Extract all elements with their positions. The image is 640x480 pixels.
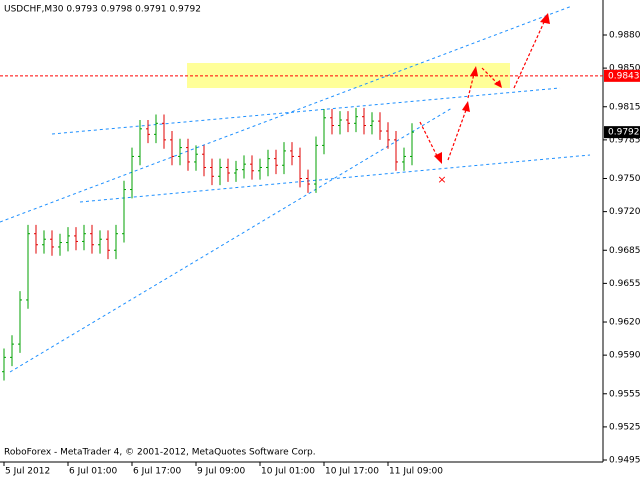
x-tick-label: 10 Jul 17:00	[325, 467, 379, 477]
x-tick-label: 6 Jul 01:00	[69, 467, 118, 477]
x-tick-label: 6 Jul 17:00	[133, 467, 182, 477]
y-tick-label: 0.9750	[609, 174, 640, 184]
y-tick-label: 0.9685	[609, 246, 640, 256]
y-tick-label: 0.9815	[609, 102, 640, 112]
footer: RoboForex - MetaTrader 4, © 2001-2012, M…	[4, 448, 316, 458]
y-tick-label: 0.9495	[609, 456, 640, 466]
trend-line	[9, 107, 453, 373]
trend-line	[79, 154, 591, 203]
forecast-arrow	[467, 73, 475, 99]
y-tick-label: 0.9880	[609, 30, 640, 40]
forecast-arrow	[447, 109, 467, 161]
arrow-heads	[434, 13, 550, 164]
cross-mark: ×	[437, 173, 446, 186]
y-tick-label: 0.9555	[609, 389, 640, 399]
chart-title: USDCHF,M30 0.9793 0.9798 0.9791 0.9792	[4, 5, 201, 15]
last-price-box	[604, 126, 640, 139]
x-tick-label: 5 Jul 2012	[5, 467, 50, 477]
x-tick-label: 11 Jul 09:00	[389, 467, 443, 477]
trend-line	[51, 87, 561, 135]
x-tick-label: 9 Jul 09:00	[197, 467, 246, 477]
level-box	[604, 69, 640, 82]
y-tick-label: 0.9525	[609, 422, 640, 432]
x-tick-label: 10 Jul 01:00	[261, 467, 315, 477]
arrow-head	[540, 13, 550, 24]
y-tick-label: 0.9590	[609, 351, 640, 361]
y-tick-label: 0.9655	[609, 279, 640, 289]
forecast-arrow	[419, 121, 439, 159]
y-tick-label: 0.9720	[609, 207, 640, 217]
y-tick-label: 0.9850	[609, 64, 640, 74]
arrow-head	[462, 101, 470, 112]
forecast-arrow	[513, 19, 546, 89]
arrow-head	[470, 66, 478, 76]
trend-lines	[0, 5, 591, 373]
last-price-label: 0.9792	[608, 128, 640, 138]
y-tick-label: 0.9785	[609, 135, 640, 145]
level-label: 0.9843	[608, 71, 640, 81]
y-tick-label: 0.9620	[609, 318, 640, 328]
arrow-head	[434, 152, 442, 164]
arrow-head	[494, 80, 502, 88]
